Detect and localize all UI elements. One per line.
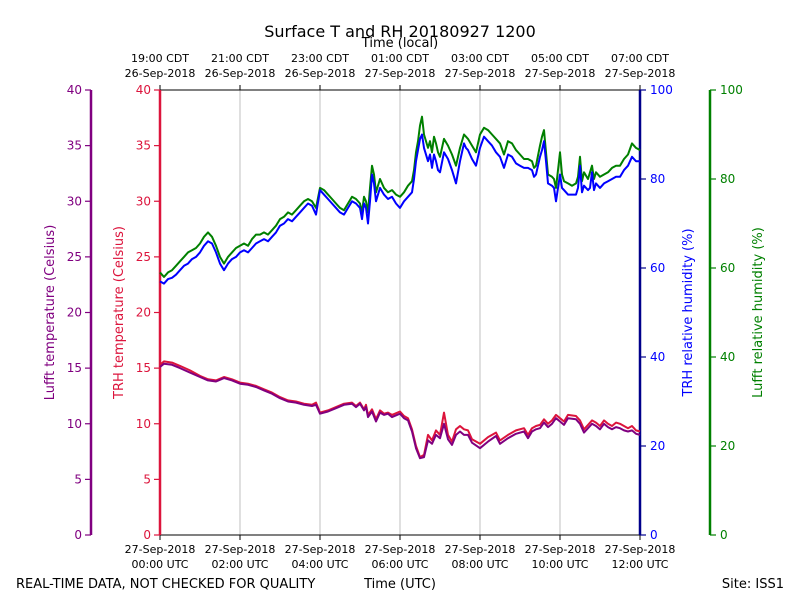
chart-dynamic-layer: 27-Sep-2018 00:00 UTC 27-Sep-2018 02:00 UTC…	[43, 52, 766, 571]
y-tick-label-trh-temp: 15	[136, 361, 151, 375]
x-tick-label-bottom-date: 27-Sep-2018	[205, 543, 276, 556]
x-tick-label-top-time: 05:00 CDT	[531, 52, 589, 65]
x-tick-label-top-time: 01:00 CDT	[371, 52, 429, 65]
y-tick-label-trh-rh: 0	[650, 528, 658, 542]
y-tick-label-lufft-temp: 30	[67, 194, 82, 208]
x-tick-label-bottom-time: 04:00 UTC	[291, 558, 348, 571]
x-tick-label-bottom-time: 02:00 UTC	[211, 558, 268, 571]
y-tick-label-trh-rh: 40	[650, 350, 665, 364]
x-tick-label-bottom-time: 10:00 UTC	[531, 558, 588, 571]
x-tick-label-top-time: 19:00 CDT	[131, 52, 189, 65]
y-tick-label-lufft-rh: 20	[720, 439, 735, 453]
top-axis-title: Time (local)	[361, 36, 438, 51]
x-tick-label-bottom-time: 08:00 UTC	[451, 558, 508, 571]
x-tick-label-top-time: 23:00 CDT	[291, 52, 349, 65]
x-tick-label-top-date: 27-Sep-2018	[605, 67, 676, 80]
y-tick-label-lufft-temp: 15	[67, 361, 82, 375]
x-tick-label-top-date: 27-Sep-2018	[365, 67, 436, 80]
y-tick-label-trh-rh: 80	[650, 172, 665, 186]
series-line-lufft-relative-humidity	[159, 115, 641, 278]
x-tick-label-top-date: 27-Sep-2018	[445, 67, 516, 80]
y-axis-title-trh-rh: TRH relative humidity (%)	[681, 228, 696, 397]
x-tick-label-bottom-time: 06:00 UTC	[371, 558, 428, 571]
y-tick-label-trh-temp: 35	[136, 139, 151, 153]
x-tick-label-bottom-time: 12:00 UTC	[611, 558, 668, 571]
x-tick-label-bottom-date: 27-Sep-2018	[285, 543, 356, 556]
y-tick-label-lufft-temp: 5	[74, 472, 82, 486]
y-tick-label-lufft-rh: 40	[720, 350, 735, 364]
y-tick-label-lufft-rh: 80	[720, 172, 735, 186]
x-tick-label-top-date: 26-Sep-2018	[125, 67, 196, 80]
y-tick-label-trh-rh: 100	[650, 83, 673, 97]
y-tick-label-trh-temp: 5	[143, 472, 151, 486]
x-tick-label-top-date: 27-Sep-2018	[525, 67, 596, 80]
y-tick-label-lufft-rh: 100	[720, 83, 743, 97]
y-axis-title-trh-temp: TRH temperature (Celsius)	[112, 226, 127, 400]
y-tick-label-lufft-rh: 60	[720, 261, 735, 275]
site-label: Site: ISS1	[722, 577, 784, 592]
y-tick-label-lufft-temp: 20	[67, 306, 82, 320]
y-tick-label-lufft-temp: 25	[67, 250, 82, 264]
x-tick-label-bottom-date: 27-Sep-2018	[365, 543, 436, 556]
y-tick-label-trh-temp: 30	[136, 194, 151, 208]
y-tick-label-lufft-temp: 40	[67, 83, 82, 97]
y-tick-label-trh-temp: 20	[136, 306, 151, 320]
x-tick-label-top-time: 21:00 CDT	[211, 52, 269, 65]
x-tick-label-bottom-date: 27-Sep-2018	[445, 543, 516, 556]
y-tick-label-lufft-temp: 10	[67, 417, 82, 431]
footer-left-note: REAL-TIME DATA, NOT CHECKED FOR QUALITY	[16, 577, 315, 592]
bottom-axis-title: Time (UTC)	[363, 577, 436, 592]
y-axis-title-lufft-rh: Lufft relative humidity (%)	[751, 227, 766, 398]
series-line-trh-relative-humidity	[159, 133, 640, 285]
y-tick-label-lufft-rh: 0	[720, 528, 728, 542]
y-tick-label-lufft-temp: 0	[74, 528, 82, 542]
x-tick-label-top-date: 26-Sep-2018	[285, 67, 356, 80]
y-tick-label-trh-temp: 0	[143, 528, 151, 542]
x-tick-label-top-time: 07:00 CDT	[611, 52, 669, 65]
chart-title: Surface T and RH 20180927 1200	[264, 22, 536, 41]
x-tick-label-top-time: 03:00 CDT	[451, 52, 509, 65]
x-tick-label-bottom-date: 27-Sep-2018	[525, 543, 596, 556]
x-tick-label-bottom-time: 00:00 UTC	[131, 558, 188, 571]
x-tick-label-bottom-date: 27-Sep-2018	[605, 543, 676, 556]
y-tick-label-trh-temp: 10	[136, 417, 151, 431]
y-tick-label-trh-temp: 25	[136, 250, 151, 264]
y-tick-label-trh-rh: 60	[650, 261, 665, 275]
y-tick-label-trh-temp: 40	[136, 83, 151, 97]
x-tick-label-top-date: 26-Sep-2018	[205, 67, 276, 80]
y-tick-label-trh-rh: 20	[650, 439, 665, 453]
series-line-lufft-temperature	[159, 362, 641, 460]
x-tick-label-bottom-date: 27-Sep-2018	[125, 543, 196, 556]
y-axis-title-lufft-temp: Lufft temperature (Celsius)	[43, 225, 58, 401]
y-tick-label-lufft-temp: 35	[67, 139, 82, 153]
